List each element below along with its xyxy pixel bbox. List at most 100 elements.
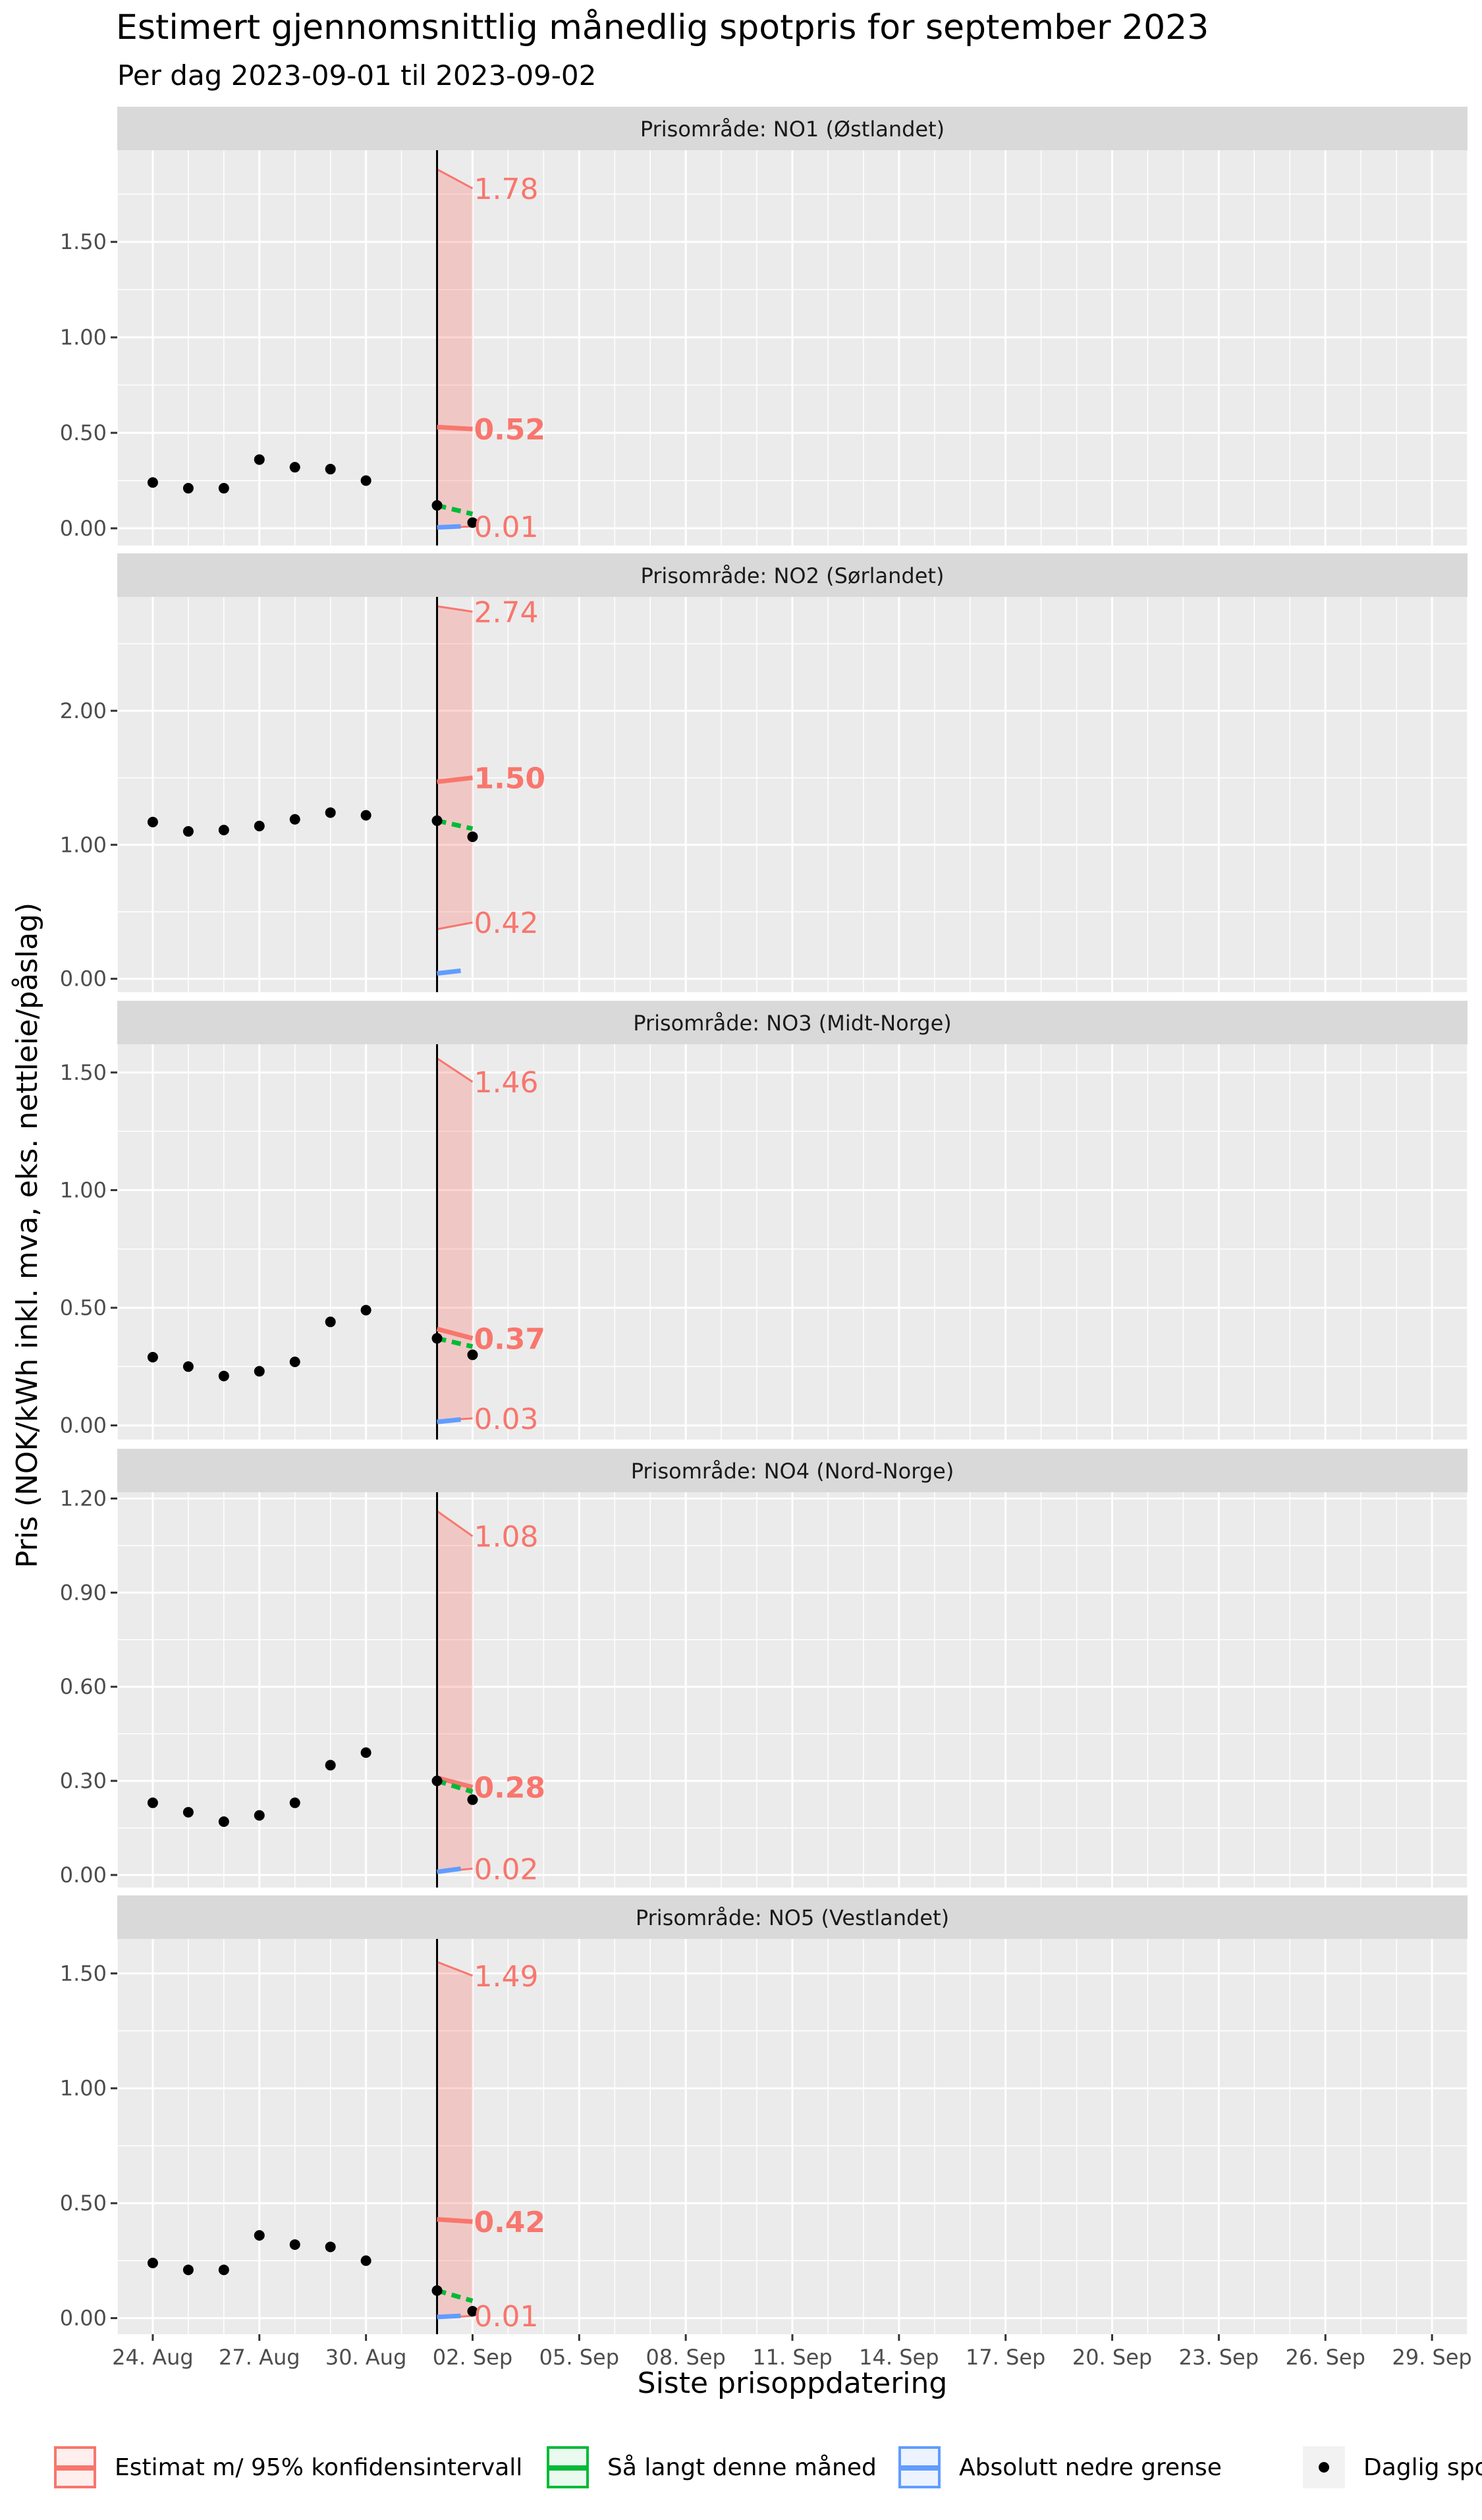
panel-4-strip-label: Prisområde: NO4 (Nord-Norge)	[631, 1459, 954, 1484]
panel-1-ci-upper-line	[436, 168, 474, 190]
panel-4-lower-label: 0.02	[474, 1853, 538, 1886]
panel-3-lower-label: 0.03	[474, 1403, 538, 1436]
panel-5-so-far-line	[436, 2288, 474, 2303]
panel-1-daily-point	[218, 483, 229, 494]
panel-3-confidence-band	[437, 1058, 473, 1421]
legend-label-estimate: Estimat m/ 95% konfidensintervall	[115, 2453, 523, 2481]
panel-2-daily-point	[254, 820, 265, 831]
panel-4-y-tick-label: 0.60	[60, 1674, 107, 1699]
x-tick-label: 23. Sep	[1179, 2345, 1259, 2370]
panel-3-strip	[117, 1001, 1468, 1044]
x-tick-label: 24. Aug	[112, 2345, 194, 2370]
panel-5-lower-label: 0.01	[474, 2300, 538, 2334]
panel-3-daily-point	[431, 1333, 443, 1344]
panel-5-y-tick-label: 0.00	[60, 2306, 107, 2331]
panel-5-ci-upper-line	[436, 1961, 474, 1977]
panel-1-daily-point	[147, 477, 158, 488]
panel-5-daily-point	[325, 2241, 336, 2253]
panel-3-ci-upper-line	[436, 1057, 474, 1083]
panel-3-y-tick-label: 0.50	[60, 1295, 107, 1320]
panel-5-lower-bound-line	[437, 2313, 461, 2320]
panel-2-y-tick-label: 2.00	[60, 698, 107, 723]
panel-3-daily-point	[182, 1361, 194, 1372]
panel-4-daily-point	[289, 1797, 300, 1808]
panel-1-estimate-line	[437, 424, 473, 432]
panel-3-daily-point	[467, 1349, 478, 1360]
panel-1-y-tick-label: 0.00	[60, 516, 107, 541]
x-tick-label: 08. Sep	[645, 2345, 725, 2370]
legend-key-lower	[898, 2446, 941, 2488]
panel-3-strip-label: Prisområde: NO3 (Midt-Norge)	[633, 1011, 952, 1036]
panel-2-daily-point	[147, 816, 158, 827]
legend-label-daily: Daglig spotpris	[1363, 2453, 1482, 2481]
panel-4-daily-point	[182, 1806, 194, 1818]
panel-2-daily-point	[431, 815, 443, 826]
panel-2-ci-upper-line	[437, 605, 473, 613]
panel-1-daily-point	[289, 462, 300, 473]
panel-4-y-tick-label: 1.20	[60, 1486, 107, 1511]
panel-2-strip	[117, 553, 1468, 597]
panel-1-so-far-line	[436, 503, 474, 517]
panel-4-estimate-label: 0.28	[474, 1772, 545, 1805]
panel-2-lower-bound-line	[437, 968, 461, 976]
panel-2-ci-lower-line	[437, 921, 473, 930]
panel-1-confidence-band	[437, 169, 473, 528]
panel-5-daily-point	[289, 2239, 300, 2250]
panel-4-y-tick-label: 0.30	[60, 1768, 107, 1793]
panel-1-strip	[117, 107, 1468, 150]
panel-4-upper-label: 1.08	[474, 1521, 538, 1554]
panel-2-upper-label: 2.74	[474, 596, 538, 629]
panel-1-daily-point	[254, 454, 265, 465]
panel-4-ci-upper-line	[436, 1510, 474, 1537]
panel-4-confidence-band	[437, 1511, 473, 1872]
panel-5-estimate-label: 0.42	[474, 2206, 545, 2239]
x-axis-title: Siste prisoppdatering	[638, 2366, 948, 2400]
panel-4-daily-point	[147, 1797, 158, 1808]
panel-2-y-tick-label: 1.00	[60, 832, 107, 857]
panel-2-daily-point	[467, 831, 478, 843]
panel-2-y-tick-label: 0.00	[60, 966, 107, 992]
legend: Estimat m/ 95% konfidensintervall Så lan…	[0, 2441, 1482, 2513]
panel-4-y-tick-label: 0.90	[60, 1580, 107, 1605]
panel-1-daily-point	[467, 517, 478, 528]
panel-3-upper-label: 1.46	[474, 1066, 538, 1100]
panel-3-lower-bound-line	[437, 1417, 461, 1424]
panel-2-lower-label: 0.42	[474, 907, 538, 940]
chart-title: Estimert gjennomsnittlig månedlig spotpr…	[116, 8, 1209, 47]
chart-subtitle: Per dag 2023-09-01 til 2023-09-02	[117, 59, 597, 92]
x-tick-label: 11. Sep	[752, 2345, 832, 2370]
x-tick-label: 27. Aug	[219, 2345, 300, 2370]
x-tick-label: 29. Sep	[1392, 2345, 1471, 2370]
panel-5-strip-label: Prisområde: NO5 (Vestlandet)	[636, 1905, 949, 1930]
panel-1-lower-label: 0.01	[474, 511, 538, 544]
legend-item-so-far: Så langt denne måned	[547, 2441, 877, 2494]
legend-key-so-far	[547, 2446, 589, 2488]
panel-5-confidence-band	[437, 1961, 473, 2318]
panel-2-daily-point	[289, 814, 300, 825]
panel-3-daily-point	[218, 1370, 229, 1382]
panel-1-daily-point	[431, 500, 443, 511]
panel-4-y-tick-label: 0.00	[60, 1862, 107, 1888]
panel-2-estimate-label: 1.50	[474, 762, 545, 796]
panel-4-strip	[117, 1449, 1468, 1492]
legend-item-estimate: Estimat m/ 95% konfidensintervall	[54, 2441, 522, 2494]
panel-3-daily-point	[147, 1352, 158, 1362]
panel-4-daily-point	[431, 1776, 443, 1787]
panel-4-so-far-line	[436, 1778, 474, 1795]
panel-3-daily-point	[360, 1304, 371, 1316]
panel-2-daily-point	[325, 807, 336, 818]
panel-5-daily-point	[431, 2285, 443, 2296]
panel-3-y-tick-label: 1.00	[60, 1177, 107, 1202]
panel-4-daily-point	[254, 1810, 265, 1821]
panel-3-estimate-line	[436, 1326, 474, 1341]
panel-2-so-far-line	[436, 818, 474, 831]
panel-1-y-tick-label: 1.50	[60, 229, 107, 254]
panel-1-strip-label: Prisområde: NO1 (Østlandet)	[640, 117, 945, 142]
panel-3-estimate-label: 0.37	[474, 1322, 545, 1356]
panel-5-daily-point	[254, 2230, 265, 2241]
panel-3-y-tick-label: 1.50	[60, 1060, 107, 1085]
panel-5-estimate-line	[437, 2217, 473, 2224]
x-tick-label: 02. Sep	[433, 2345, 512, 2370]
panel-4-daily-point	[325, 1760, 336, 1771]
